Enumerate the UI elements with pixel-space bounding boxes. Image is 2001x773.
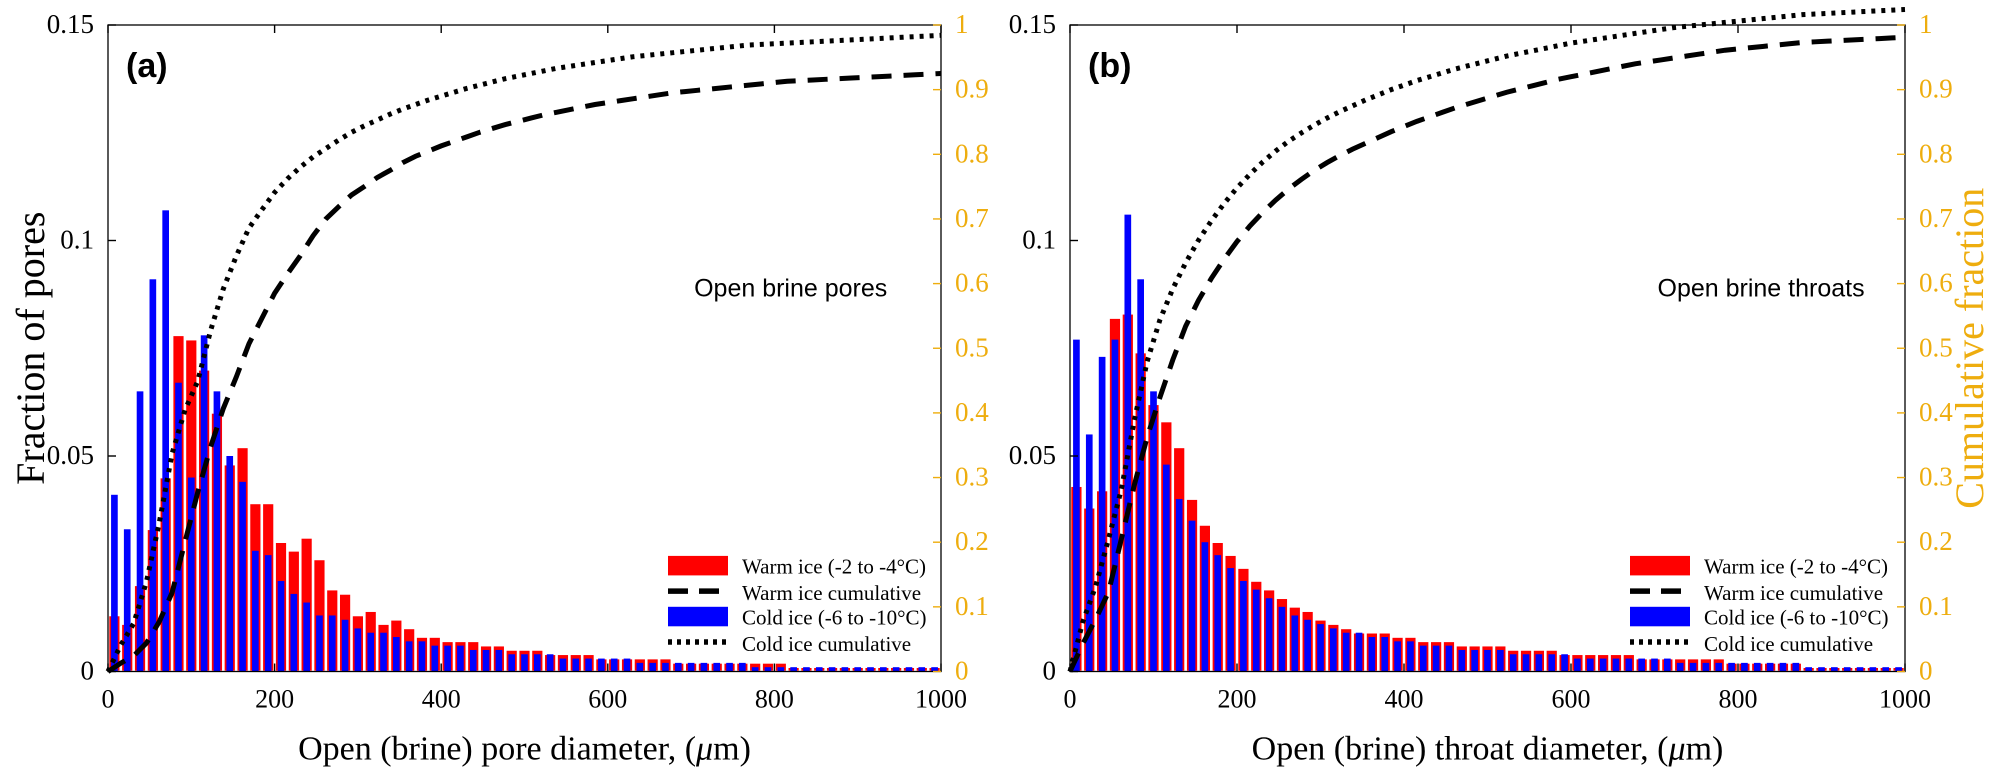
svg-text:0: 0 <box>81 656 95 686</box>
svg-text:800: 800 <box>1719 685 1758 714</box>
svg-text:Fraction of pores: Fraction of pores <box>8 212 53 485</box>
svg-text:0.6: 0.6 <box>955 268 989 298</box>
svg-text:0.8: 0.8 <box>1919 138 1953 168</box>
svg-text:0.1: 0.1 <box>1022 225 1056 255</box>
svg-text:0.05: 0.05 <box>47 440 94 470</box>
svg-text:0: 0 <box>955 656 969 686</box>
svg-text:1: 1 <box>1919 9 1933 39</box>
svg-text:Cumulative fraction: Cumulative fraction <box>1947 188 1992 509</box>
svg-text:400: 400 <box>422 685 461 714</box>
svg-text:0.2: 0.2 <box>955 526 989 556</box>
svg-text:0.15: 0.15 <box>1009 9 1056 39</box>
svg-text:200: 200 <box>255 685 294 714</box>
svg-text:Warm ice (-2 to -4°C): Warm ice (-2 to -4°C) <box>1704 554 1888 578</box>
svg-text:400: 400 <box>1385 685 1424 714</box>
svg-text:0: 0 <box>102 685 115 714</box>
svg-text:Warm ice (-2 to -4°C): Warm ice (-2 to -4°C) <box>742 554 926 578</box>
svg-text:0.9: 0.9 <box>955 74 989 104</box>
svg-text:0.15: 0.15 <box>47 9 94 39</box>
svg-text:1: 1 <box>955 9 969 39</box>
svg-text:1000: 1000 <box>1879 685 1931 714</box>
svg-text:0: 0 <box>1919 656 1933 686</box>
svg-text:Cold ice cumulative: Cold ice cumulative <box>1704 632 1873 656</box>
svg-text:0.5: 0.5 <box>955 332 989 362</box>
svg-text:(b): (b) <box>1088 47 1131 85</box>
svg-text:0.7: 0.7 <box>955 203 989 233</box>
svg-text:200: 200 <box>1218 685 1257 714</box>
svg-text:Open brine pores: Open brine pores <box>694 274 887 302</box>
svg-text:800: 800 <box>755 685 794 714</box>
svg-text:0.4: 0.4 <box>955 397 989 427</box>
svg-text:600: 600 <box>1552 685 1591 714</box>
svg-text:0.3: 0.3 <box>955 462 989 492</box>
svg-text:Cold ice (-6 to -10°C): Cold ice (-6 to -10°C) <box>742 605 927 629</box>
svg-text:Cold ice (-6 to -10°C): Cold ice (-6 to -10°C) <box>1704 605 1889 629</box>
svg-text:0.1: 0.1 <box>1919 591 1953 621</box>
svg-text:Warm ice cumulative: Warm ice cumulative <box>742 581 921 605</box>
svg-text:1000: 1000 <box>915 685 967 714</box>
svg-text:0.05: 0.05 <box>1009 440 1056 470</box>
svg-text:Open (brine) pore diameter, (μ: Open (brine) pore diameter, (μm) <box>298 731 751 768</box>
svg-text:0.1: 0.1 <box>955 591 989 621</box>
svg-text:0.9: 0.9 <box>1919 74 1953 104</box>
svg-text:(a): (a) <box>126 47 168 85</box>
svg-text:0.2: 0.2 <box>1919 526 1953 556</box>
svg-text:0: 0 <box>1064 685 1077 714</box>
svg-text:0.1: 0.1 <box>60 225 94 255</box>
svg-text:Warm ice cumulative: Warm ice cumulative <box>1704 581 1883 605</box>
svg-text:Open (brine) throat diameter,: Open (brine) throat diameter, (μm) <box>1252 731 1724 768</box>
svg-text:Cold ice cumulative: Cold ice cumulative <box>742 632 911 656</box>
svg-text:0.8: 0.8 <box>955 138 989 168</box>
svg-text:600: 600 <box>588 685 627 714</box>
svg-text:0: 0 <box>1043 656 1057 686</box>
svg-text:Open brine throats: Open brine throats <box>1658 274 1865 302</box>
